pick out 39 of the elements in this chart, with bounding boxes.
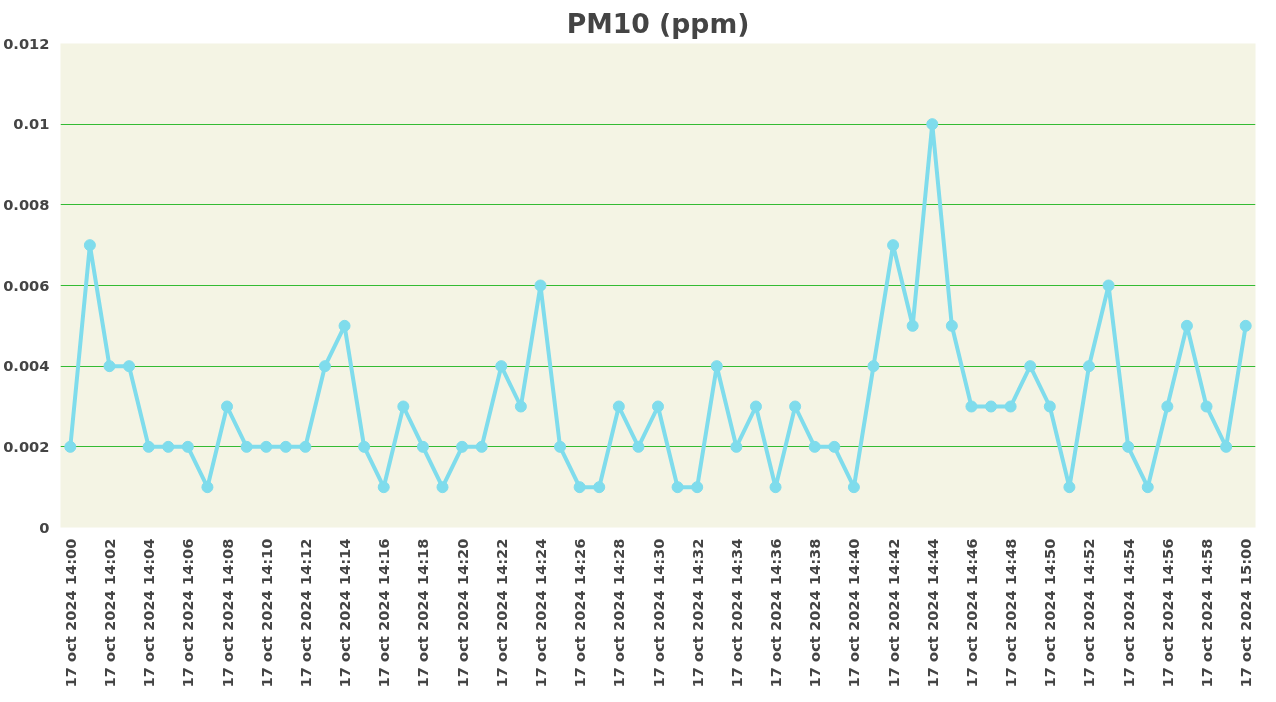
x-tick-label: 17 oct 2024 14:02 [100,538,118,688]
x-tick-label: 17 oct 2024 14:24 [531,538,549,688]
x-tick-label: 17 oct 2024 14:12 [296,538,314,688]
x-tick-label: 17 oct 2024 14:36 [767,538,785,688]
x-tick-label: 17 oct 2024 14:14 [336,538,354,688]
y-tick-label: 0.006 [3,276,50,294]
y-tick-label: 0.004 [3,357,50,375]
x-tick-label: 17 oct 2024 14:30 [649,538,667,688]
y-tick-label: 0.002 [3,437,50,455]
chart-title: PM10 (ppm) [566,7,750,39]
x-tick-label: 17 oct 2024 14:46 [962,538,980,688]
x-tick-label: 17 oct 2024 14:58 [1198,538,1216,688]
x-tick-label: 17 oct 2024 14:44 [923,538,941,688]
x-tick-label: 17 oct 2024 14:26 [571,538,589,688]
x-tick-label: 17 oct 2024 14:54 [1119,538,1137,688]
y-tick-label: 0 [39,518,50,536]
x-tick-label: 17 oct 2024 14:06 [179,538,197,688]
x-tick-label: 17 oct 2024 14:48 [1002,538,1020,688]
x-tick-label: 17 oct 2024 14:28 [610,538,628,688]
x-tick-label: 17 oct 2024 14:00 [61,538,79,688]
x-tick-label: 17 oct 2024 14:52 [1080,538,1098,688]
x-tick-label: 17 oct 2024 14:50 [1041,538,1059,688]
x-tick-label: 17 oct 2024 14:04 [140,538,158,688]
x-tick-label: 17 oct 2024 14:08 [218,538,236,688]
x-tick-label: 17 oct 2024 14:16 [375,538,393,688]
x-tick-label: 17 oct 2024 14:56 [1158,538,1176,688]
y-tick-label: 0.008 [3,195,50,213]
x-tick-label: 17 oct 2024 14:38 [806,538,824,688]
y-tick-label: 0.012 [3,34,50,52]
x-tick-label: 17 oct 2024 14:22 [492,538,510,688]
x-tick-label: 17 oct 2024 14:20 [453,538,471,688]
x-tick-label: 17 oct 2024 14:34 [727,538,745,688]
x-tick-label: 17 oct 2024 15:00 [1237,538,1255,688]
x-tick-label: 17 oct 2024 14:40 [845,538,863,688]
x-tick-label: 17 oct 2024 14:18 [414,538,432,688]
x-tick-label: 17 oct 2024 14:32 [688,538,706,688]
x-tick-label: 17 oct 2024 14:10 [257,538,275,688]
y-tick-label: 0.01 [13,115,50,133]
x-tick-label: 17 oct 2024 14:42 [884,538,902,688]
